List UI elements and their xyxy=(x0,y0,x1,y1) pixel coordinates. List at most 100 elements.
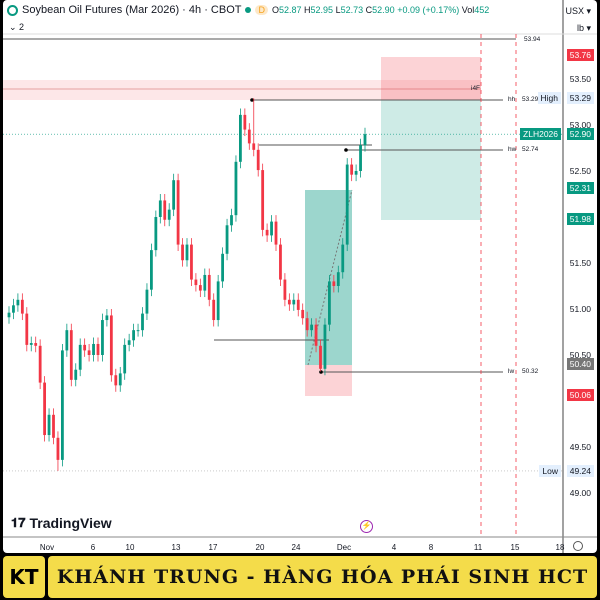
candle-body xyxy=(310,324,313,331)
stop-zone-upper xyxy=(381,57,481,100)
candle-body xyxy=(150,250,153,290)
candle-body xyxy=(323,324,327,369)
price-tag: High xyxy=(537,92,561,105)
price-label: 52.31 xyxy=(566,182,594,195)
hh-tag: hh xyxy=(508,96,516,103)
level-label-top: 53.94 xyxy=(524,36,541,43)
price-tag: Low xyxy=(539,464,561,477)
candle-body xyxy=(328,281,331,325)
indicators-toggle[interactable]: ⌄ 2 xyxy=(9,22,25,32)
unit-select[interactable]: lb ▾ xyxy=(576,23,591,33)
lw-value: 50.32 xyxy=(522,368,539,375)
legend: Soybean Oil Futures (Mar 2026) · 4h · CB… xyxy=(7,4,489,16)
candle-body xyxy=(256,149,260,171)
ohlc-values: O52.87 H52.95 L52.73 C52.90 +0.09 (+0.17… xyxy=(271,5,490,15)
candle-body xyxy=(296,299,300,310)
target-zone-upper xyxy=(381,100,481,220)
candle-body xyxy=(243,114,247,130)
lw-tag: lw xyxy=(508,368,515,375)
currency-select[interactable]: USX ▾ xyxy=(565,6,591,16)
candle-body xyxy=(123,344,127,374)
time-label: 4 xyxy=(391,543,397,552)
time-label: 8 xyxy=(428,543,434,552)
candle-body xyxy=(305,318,309,331)
price-label: 50.50 xyxy=(569,350,591,360)
price-label: 49.50 xyxy=(569,442,591,452)
price-label: 51.98 xyxy=(566,212,594,225)
zone-label: i4F xyxy=(471,85,481,92)
candle-body xyxy=(114,375,118,386)
tradingview-logo: 𝟏𝟕 TradingView xyxy=(11,515,112,531)
candle-body xyxy=(292,299,296,305)
time-label: 6 xyxy=(90,543,96,552)
candle-body xyxy=(12,305,15,313)
candle-body xyxy=(265,229,269,236)
candle-body xyxy=(283,279,287,300)
candle-body xyxy=(47,414,51,436)
time-label: 20 xyxy=(255,543,265,552)
candle-body xyxy=(105,315,109,321)
candle-body xyxy=(163,200,167,220)
lw-point xyxy=(319,370,323,374)
banner-title: KHÁNH TRUNG - HÀNG HÓA PHÁI SINH HCT xyxy=(48,556,597,598)
hw-tag: hw xyxy=(508,146,517,153)
candle-body xyxy=(279,244,282,280)
candle-body xyxy=(69,330,73,380)
candle-body xyxy=(101,320,104,355)
candle-body xyxy=(92,343,95,355)
candle-body xyxy=(207,274,211,300)
candle-body xyxy=(287,299,291,305)
candle-body xyxy=(301,309,305,319)
candle-body xyxy=(141,313,144,331)
candle-body xyxy=(29,343,33,345)
candle-body xyxy=(203,274,207,291)
long-position-stop xyxy=(305,365,352,396)
candle-body xyxy=(190,244,193,280)
long-position-target xyxy=(305,190,352,365)
chart-plot[interactable] xyxy=(3,0,597,553)
candle-body xyxy=(7,312,11,318)
lightning-icon[interactable]: ⚡ xyxy=(360,520,373,533)
price-label: 53.00 xyxy=(569,120,591,130)
settings-icon[interactable] xyxy=(573,541,583,551)
symbol-title[interactable]: Soybean Oil Futures (Mar 2026) · 4h · CB… xyxy=(22,4,242,16)
price-label: 52.90 xyxy=(566,128,594,141)
candle-body xyxy=(16,299,20,306)
candle-body xyxy=(270,221,273,236)
candle-body xyxy=(154,217,158,251)
banner-logo: KT xyxy=(3,556,45,598)
candle-body xyxy=(127,340,131,345)
candle-body xyxy=(78,344,82,370)
time-label: 24 xyxy=(291,543,301,552)
time-label: 13 xyxy=(171,543,181,552)
candle-body xyxy=(96,343,100,355)
candle-body xyxy=(234,161,238,216)
candle-body xyxy=(25,313,29,345)
candle-body xyxy=(38,345,42,383)
candle-body xyxy=(74,369,78,380)
price-label: 53.50 xyxy=(569,74,591,84)
price-label: 49.00 xyxy=(569,488,591,498)
candle-body xyxy=(87,350,91,355)
hw-value: 52.74 xyxy=(522,146,539,153)
candle-body xyxy=(194,279,198,286)
candle-body xyxy=(83,344,87,351)
candle-body xyxy=(158,200,162,217)
candle-body xyxy=(185,244,189,261)
candle-body xyxy=(61,350,64,460)
chart-window: Soybean Oil Futures (Mar 2026) · 4h · CB… xyxy=(3,0,597,553)
candle-body xyxy=(20,299,24,314)
candle-body xyxy=(350,164,354,175)
candle-body xyxy=(221,253,224,282)
time-label: 18 xyxy=(555,543,565,552)
candle-body xyxy=(363,134,367,146)
candle-body xyxy=(336,272,340,286)
price-label: 53.29 xyxy=(566,92,594,105)
hw-point xyxy=(344,148,348,152)
candle-body xyxy=(56,437,60,460)
candle-body xyxy=(354,171,358,175)
candle-body xyxy=(43,382,46,436)
price-label: 53.76 xyxy=(566,49,594,62)
time-label: 17 xyxy=(208,543,218,552)
symbol-logo-icon xyxy=(7,4,18,16)
